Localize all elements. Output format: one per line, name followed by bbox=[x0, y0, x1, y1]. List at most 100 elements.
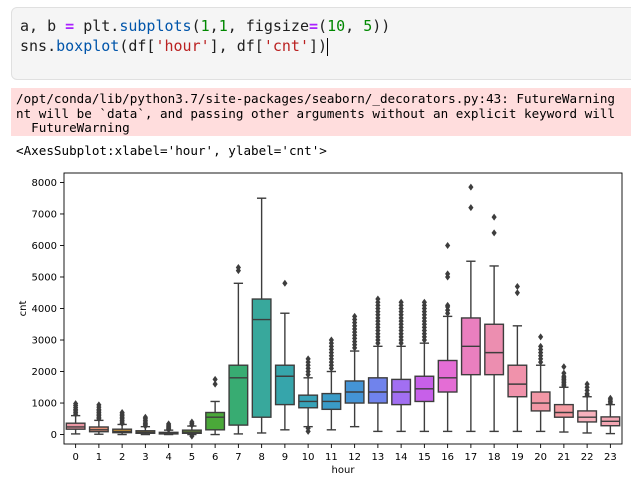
y-tick-label: 3000 bbox=[32, 336, 57, 347]
code-token: 'cnt' bbox=[263, 37, 309, 55]
x-tick-label: 4 bbox=[165, 452, 171, 463]
code-token: subplots bbox=[119, 17, 192, 35]
stderr-line: FutureWarning bbox=[16, 120, 130, 135]
text-cursor bbox=[327, 37, 329, 56]
outlier-point bbox=[96, 401, 102, 409]
y-tick-label: 0 bbox=[51, 430, 57, 441]
x-tick-label: 1 bbox=[96, 452, 102, 463]
outlier-point bbox=[328, 336, 334, 344]
stderr-line: nt will be `data`, and passing other arg… bbox=[16, 105, 615, 121]
outlier-point bbox=[421, 298, 427, 306]
x-tick-label: 18 bbox=[488, 452, 501, 463]
code-token: a, b bbox=[20, 17, 66, 35]
code-token: ( bbox=[318, 17, 328, 35]
outlier-point bbox=[514, 282, 520, 290]
code-token: = bbox=[65, 17, 75, 35]
y-tick-label: 1000 bbox=[32, 399, 57, 410]
box-19 bbox=[507, 364, 528, 398]
x-tick-label: 12 bbox=[348, 452, 361, 463]
output-repr: <AxesSubplot:xlabel='hour', ylabel='cnt'… bbox=[16, 143, 327, 158]
outlier-point bbox=[561, 369, 567, 377]
x-tick-label: 5 bbox=[189, 452, 195, 463]
outlier-point bbox=[73, 400, 79, 408]
code-line-1: a, b = plt.subplots(1,1, figsize=(10, 5)… bbox=[20, 17, 390, 35]
x-tick-label: 19 bbox=[511, 452, 524, 463]
code-token: boxplot bbox=[56, 37, 120, 55]
y-axis-label: cnt bbox=[18, 301, 29, 317]
outlier-point bbox=[445, 270, 451, 278]
outlier-point bbox=[491, 229, 497, 237]
y-tick-label: 5000 bbox=[32, 272, 57, 283]
x-tick-label: 17 bbox=[465, 452, 478, 463]
box-6 bbox=[205, 411, 226, 431]
outlier-point bbox=[119, 408, 125, 416]
code-token: = bbox=[309, 17, 319, 35]
outlier-point bbox=[166, 420, 172, 428]
outlier-point bbox=[375, 295, 381, 303]
code-token: 'hour' bbox=[155, 37, 210, 55]
code-token: ( bbox=[191, 17, 201, 35]
y-tick-label: 4000 bbox=[32, 304, 57, 315]
y-tick-label: 6000 bbox=[32, 241, 57, 252]
outlier-point bbox=[305, 427, 311, 435]
x-tick-label: 9 bbox=[282, 452, 288, 463]
code-token: , figsize bbox=[227, 17, 309, 35]
outlier-point bbox=[305, 355, 311, 363]
x-tick-label: 8 bbox=[258, 452, 264, 463]
x-tick-label: 21 bbox=[558, 452, 571, 463]
box-7 bbox=[228, 364, 249, 426]
x-tick-label: 16 bbox=[441, 452, 454, 463]
stderr-line: /opt/conda/lib/python3.7/site-packages/s… bbox=[16, 91, 615, 106]
box-21 bbox=[553, 403, 574, 418]
code-token: ], df[ bbox=[209, 37, 264, 55]
outlier-point bbox=[445, 241, 451, 249]
outlier-point bbox=[189, 432, 195, 440]
outlier-point bbox=[398, 298, 404, 306]
box-8 bbox=[251, 298, 272, 418]
x-axis-label: hour bbox=[332, 465, 356, 476]
x-tick-label: 22 bbox=[581, 452, 594, 463]
x-tick-label: 15 bbox=[418, 452, 431, 463]
outlier-point bbox=[468, 183, 474, 191]
code-token: 10 bbox=[327, 17, 346, 35]
y-tick-label: 2000 bbox=[32, 367, 57, 378]
code-token: (df[ bbox=[119, 37, 156, 55]
outlier-point bbox=[561, 363, 567, 371]
x-tick-label: 14 bbox=[395, 452, 408, 463]
stderr-text: /opt/conda/lib/python3.7/site-packages/s… bbox=[16, 91, 615, 136]
code-token: 1 bbox=[200, 17, 210, 35]
outlier-point bbox=[607, 394, 613, 402]
x-tick-label: 6 bbox=[212, 452, 218, 463]
outlier-point bbox=[445, 301, 451, 309]
outlier-point bbox=[468, 204, 474, 212]
code-editor[interactable]: a, b = plt.subplots(1,1, figsize=(10, 5)… bbox=[20, 16, 390, 56]
outlier-point bbox=[235, 264, 241, 272]
code-token: , bbox=[209, 17, 219, 35]
plot-area bbox=[64, 173, 622, 444]
code-cell[interactable] bbox=[11, 7, 631, 80]
outlier-point bbox=[584, 380, 590, 388]
x-tick-label: 3 bbox=[142, 452, 148, 463]
outlier-point bbox=[491, 213, 497, 221]
x-tick-label: 2 bbox=[119, 452, 125, 463]
code-line-2: sns.boxplot(df['hour'], df['cnt']) bbox=[20, 37, 329, 56]
code-token: 5 bbox=[363, 17, 373, 35]
outlier-point bbox=[142, 413, 148, 421]
outlier-point bbox=[514, 289, 520, 297]
box-0 bbox=[65, 422, 86, 430]
outlier-point bbox=[282, 279, 288, 287]
code-token: , bbox=[345, 17, 364, 35]
code-token: 1 bbox=[218, 17, 228, 35]
outlier-point bbox=[212, 380, 218, 388]
box-9 bbox=[274, 364, 295, 406]
box-22 bbox=[577, 410, 598, 423]
x-tick-label: 10 bbox=[302, 452, 315, 463]
outlier-point bbox=[538, 333, 544, 341]
box-18 bbox=[484, 323, 505, 376]
box-13 bbox=[367, 377, 388, 404]
outlier-point bbox=[352, 312, 358, 320]
x-tick-label: 0 bbox=[72, 452, 78, 463]
x-tick-label: 23 bbox=[604, 452, 617, 463]
code-token: sns. bbox=[20, 37, 57, 55]
